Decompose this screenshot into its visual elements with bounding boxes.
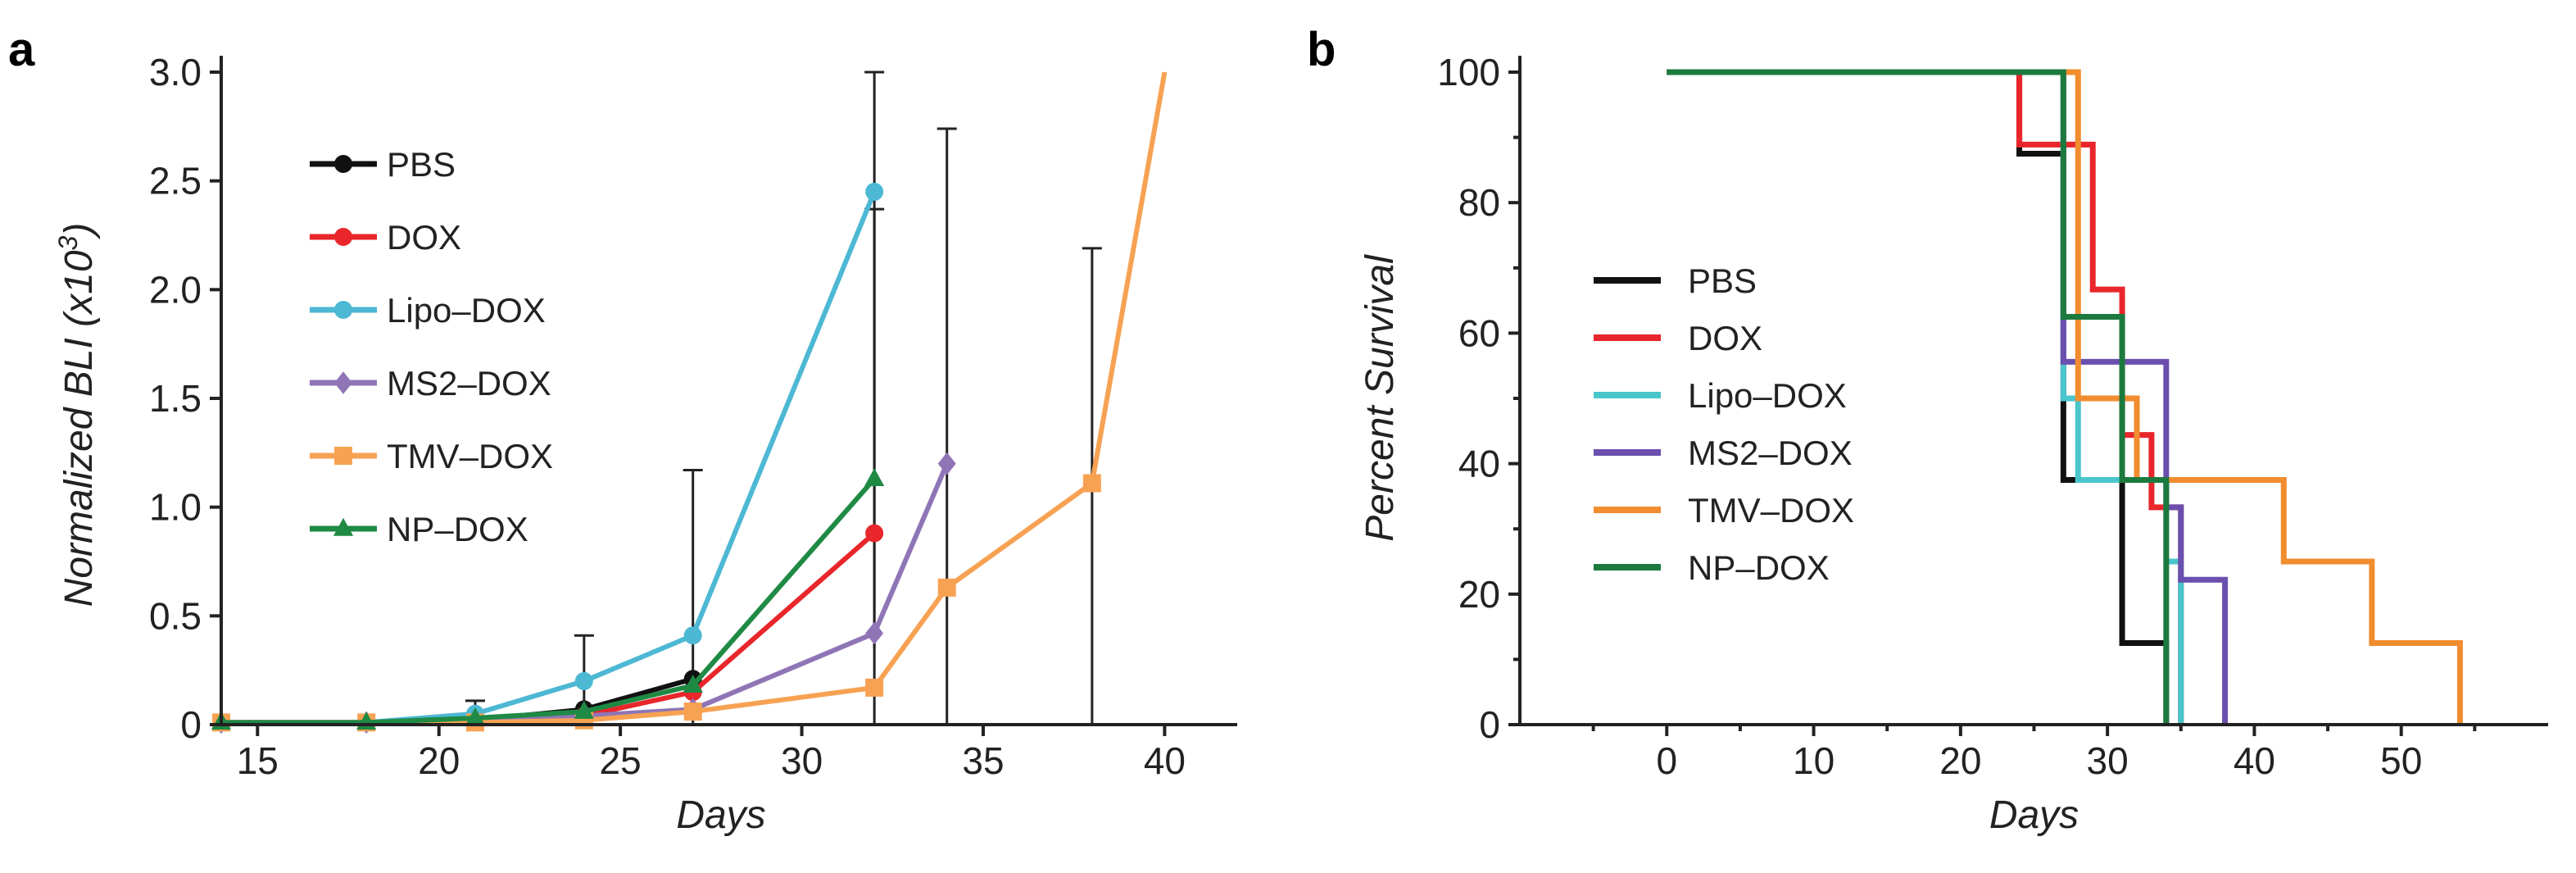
panel-a-point-tmv-dox (865, 678, 884, 697)
panel-b-curve-np-dox (1667, 69, 2170, 725)
panel-b-y-tick-label: 40 (1458, 443, 1500, 485)
panel-b-legend-item-np-dox: NP–DOX (1594, 548, 1830, 587)
panel-b-y-tick-label: 100 (1437, 51, 1500, 93)
panel-b-chart: b 0 10 20 30 40 50 0 20 40 60 80 100 PBS DOX Lipo–DOX… (1307, 23, 2548, 837)
panel-a-legend-label: TMV–DOX (387, 437, 553, 475)
panel-a-legend-item-ms2-dox: MS2–DOX (310, 364, 551, 402)
panel-a-legend-item-pbs: PBS (310, 145, 456, 184)
panel-a-legend-label: NP–DOX (387, 510, 528, 548)
panel-b-letter: b (1307, 23, 1336, 76)
panel-a-y-tick-label: 0.5 (149, 594, 202, 637)
panel-b-legend-item-lipo-dox: Lipo–DOX (1594, 376, 1847, 415)
panel-b-legend-item-tmv-dox: TMV–DOX (1594, 491, 1854, 530)
panel-b-y-tick-label: 20 (1458, 573, 1500, 616)
panel-a-x-tick-label: 15 (237, 739, 279, 782)
panel-a-y-tick-label: 2.0 (149, 268, 202, 311)
panel-a-legend-item-np-dox: NP–DOX (310, 510, 528, 548)
panel-a-x-tick-label: 20 (418, 739, 460, 782)
panel-a-y-tick-label: 2.5 (149, 160, 202, 202)
panel-a-point-np-dox (683, 675, 703, 693)
panel-a-legend-marker (333, 517, 354, 536)
panel-a-legend: PBS DOX Lipo–DOX MS2–DOX TMV–DOX NP–DOX (310, 145, 553, 548)
panel-b-curve-dox (1667, 69, 2184, 725)
panel-b-x-tick-label: 20 (1939, 739, 1981, 782)
panel-b-legend-label: NP–DOX (1688, 548, 1830, 587)
panel-b-y-tick-label: 80 (1458, 181, 1500, 224)
panel-a-y-axis-title: Normalized BLI (x103) (53, 223, 101, 607)
panel-b-legend-label: Lipo–DOX (1688, 376, 1847, 415)
panel-b-legend-item-dox: DOX (1594, 319, 1762, 357)
panel-a-point-tmv-dox (683, 702, 702, 721)
panel-a-point-np-dox (465, 707, 486, 725)
panel-a-legend-marker (334, 301, 352, 319)
panel-a-legend-item-lipo-dox: Lipo–DOX (310, 291, 546, 330)
panel-a-line-np-dox (221, 477, 877, 725)
panel-a-y-tick-label: 3.0 (149, 51, 202, 93)
panel-b-x-tick-label: 30 (2087, 739, 2129, 782)
panel-b-legend-item-pbs: PBS (1594, 261, 1757, 300)
panel-a-legend-label: DOX (387, 218, 461, 257)
panel-b-legend-label: MS2–DOX (1688, 434, 1853, 472)
panel-b-y-axis-title: Percent Survival (1358, 254, 1402, 542)
panel-a-letter: a (8, 23, 35, 76)
panel-a-point-lipo-dox (574, 671, 593, 690)
panel-b-x-tick-label: 10 (1793, 739, 1834, 782)
panel-a-legend-label: Lipo–DOX (387, 291, 546, 330)
panel-b-legend-label: PBS (1688, 261, 1757, 300)
panel-b-x-tick-label: 40 (2234, 739, 2275, 782)
panel-a-y-tick-label: 1.0 (149, 486, 202, 529)
panel-a-chart: a 15 20 25 30 35 40 0 0.5 1.0 1.5 2.0 2.5 3.0 PBS DOX… (8, 23, 1237, 837)
panel-a-point-lipo-dox (865, 182, 884, 201)
panel-a-point-np-dox (574, 700, 594, 719)
panel-a-legend-marker (334, 447, 352, 465)
panel-a-y-tick-label: 0 (180, 703, 202, 746)
panel-b-curve-tmv-dox (1667, 69, 2463, 725)
panel-a-legend-label: PBS (387, 145, 456, 184)
panel-b-x-tick-label: 50 (2380, 739, 2422, 782)
panel-a-x-axis-title: Days (676, 793, 765, 837)
panel-b-x-tick-label: 0 (1656, 739, 1677, 782)
panel-a-point-ms2-dox (865, 621, 884, 645)
panel-a-point-np-dox (864, 467, 885, 486)
panel-a-x-tick-label: 35 (962, 739, 1004, 782)
panel-b-x-axis-title: Days (1989, 793, 2079, 837)
panel-a-x-tick-label: 25 (600, 739, 642, 782)
panel-b-y-tick-label: 60 (1458, 311, 1500, 354)
panel-a-point-tmv-dox (1082, 474, 1101, 493)
panel-a-point-lipo-dox (683, 626, 702, 645)
panel-a-legend-marker (334, 371, 352, 394)
panel-b-legend-item-ms2-dox: MS2–DOX (1594, 434, 1853, 472)
panel-b-legend: PBS DOX Lipo–DOX MS2–DOX TMV–DOX NP–DOX (1594, 261, 1854, 587)
panel-a-y-tick-label: 1.5 (149, 377, 202, 420)
panel-a-x-tick-label: 30 (781, 739, 823, 782)
panel-a-x-tick-label: 40 (1144, 739, 1186, 782)
panel-a-error-bars (465, 70, 1102, 725)
panel-a-legend-label: MS2–DOX (387, 364, 551, 402)
panel-a-legend-marker (334, 228, 352, 246)
panel-a-point-dox (865, 524, 884, 543)
panel-a-legend-item-tmv-dox: TMV–DOX (310, 437, 553, 475)
panel-a-legend-item-dox: DOX (310, 218, 461, 257)
panel-b-legend-label: DOX (1688, 319, 1762, 357)
panel-a-point-ms2-dox (937, 452, 956, 475)
panel-a-series-np-dox (211, 467, 885, 730)
panel-a-point-tmv-dox (937, 578, 956, 597)
panel-b-y-tick-label: 0 (1479, 703, 1500, 746)
panel-a-legend-marker (334, 155, 352, 173)
panel-b-legend-label: TMV–DOX (1688, 491, 1854, 530)
